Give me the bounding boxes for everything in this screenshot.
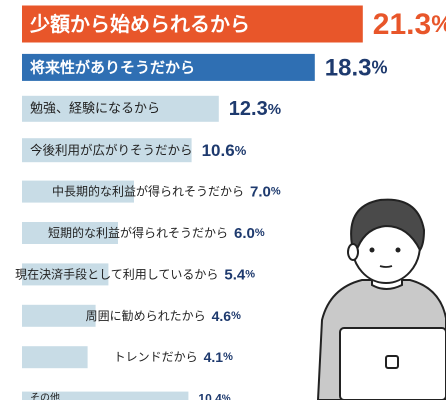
bar xyxy=(22,95,219,122)
bar xyxy=(22,391,189,400)
bar-value-label: 10.4% xyxy=(198,392,230,400)
bar-value-label: 6.0% xyxy=(234,225,265,242)
bar xyxy=(22,53,315,81)
bar xyxy=(22,5,363,43)
person-with-laptop-icon xyxy=(316,198,446,400)
bar-value-label: 10.6% xyxy=(202,141,247,160)
bar-row: 勉強、経験になるから 12.3% xyxy=(22,95,281,122)
bar-value-label: 21.3% xyxy=(373,8,446,41)
bar xyxy=(22,263,109,286)
bar-value-label: 12.3% xyxy=(229,98,281,120)
bar-row: トレンドだから 4.1% xyxy=(22,346,233,369)
bar-value-label: 4.6% xyxy=(212,308,241,324)
bar xyxy=(22,180,134,203)
bar-value-label: 5.4% xyxy=(224,266,255,283)
bar-row: 少額から始められるから 21.3% xyxy=(22,5,446,43)
bar-row: 今後利用が広がりそうだから 10.6% xyxy=(22,138,247,163)
bar xyxy=(22,222,118,244)
bar-row: 将来性がありそうだから 18.3% xyxy=(22,53,388,81)
bar-category-label: 中長期的な利益が得られそうだから xyxy=(52,184,244,199)
bar-category-label: トレンドだから xyxy=(114,350,198,364)
bar-category-label: 現在決済手段として利用しているから xyxy=(15,266,218,281)
bar-row: 短期的な利益が得られそうだから 6.0% xyxy=(22,222,265,244)
bar-category-label: 今後利用が広がりそうだから xyxy=(30,143,193,158)
bar-category-label: 将来性がありそうだから xyxy=(30,58,195,76)
bar-category-label: 勉強、経験になるから xyxy=(30,101,160,116)
bar-category-label: その他 xyxy=(30,391,60,400)
bar-category-label: 短期的な利益が得られそうだから xyxy=(48,225,228,240)
bar-row: 周囲に勧められたから 4.6% xyxy=(22,304,241,327)
bar-row: 現在決済手段として利用しているから 5.4% xyxy=(15,263,255,286)
bar-row: 中長期的な利益が得られそうだから 7.0% xyxy=(22,180,281,203)
bar-value-label: 7.0% xyxy=(250,183,281,200)
bar-value-label: 18.3% xyxy=(325,54,388,81)
bar xyxy=(22,138,192,163)
bar-row: その他 10.4% xyxy=(22,391,231,400)
bar-category-label: 少額から始められるから xyxy=(29,12,250,36)
bar xyxy=(22,304,96,327)
bar-value-label: 4.1% xyxy=(204,349,233,365)
bar-category-label: 周囲に勧められたから xyxy=(86,309,206,323)
bar xyxy=(22,346,88,369)
